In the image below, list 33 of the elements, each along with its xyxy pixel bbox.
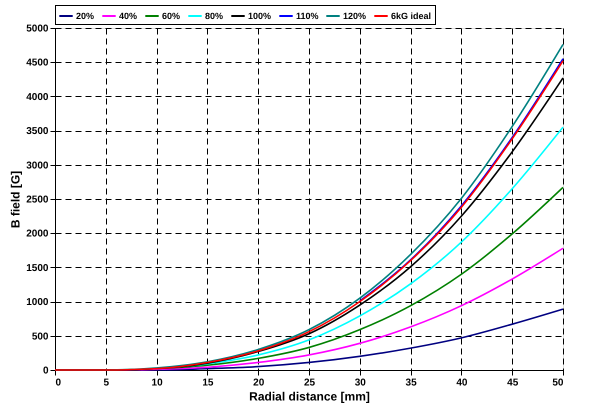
y-tick-label: 0: [42, 366, 49, 376]
x-tick-label: 5: [104, 378, 110, 388]
legend-label: 20%: [76, 11, 94, 21]
x-tick-label: 40: [456, 378, 468, 388]
y-tick-label: 3000: [26, 160, 49, 172]
x-tick-label: 20: [253, 378, 265, 388]
y-tick-label: 2000: [26, 228, 49, 240]
x-tick-label: 15: [202, 378, 214, 388]
y-tick-label: 1500: [26, 262, 49, 274]
legend-label: 80%: [205, 11, 224, 21]
y-axis-title: B field [G]: [8, 170, 22, 228]
y-tick-label: 500: [32, 331, 49, 342]
x-tick-label: 45: [507, 378, 519, 388]
y-tick-label: 4000: [26, 92, 49, 103]
x-tick-label: 35: [406, 378, 418, 388]
x-tick-label: 25: [304, 378, 316, 388]
x-tick-label: 0: [56, 378, 62, 388]
x-tick-label: 30: [354, 378, 366, 388]
legend-label: 6kG ideal: [391, 11, 432, 21]
legend-label: 120%: [343, 11, 366, 21]
x-axis-title: Radial distance [mm]: [249, 390, 370, 404]
legend-label: 100%: [248, 11, 272, 21]
y-tick-label: 3500: [26, 126, 49, 138]
line-series: [359, 58, 564, 302]
y-tick-label: 4500: [26, 58, 49, 69]
y-tick-label: 1000: [26, 297, 49, 308]
y-tick-label: 5000: [26, 24, 49, 34]
legend-label: 40%: [119, 11, 138, 21]
x-tick-label: 10: [152, 378, 164, 388]
y-tick-label: 2500: [26, 194, 49, 206]
x-tick-label: 50: [552, 378, 564, 388]
legend-label: 110%: [296, 11, 319, 21]
legend-label: 60%: [162, 11, 180, 21]
